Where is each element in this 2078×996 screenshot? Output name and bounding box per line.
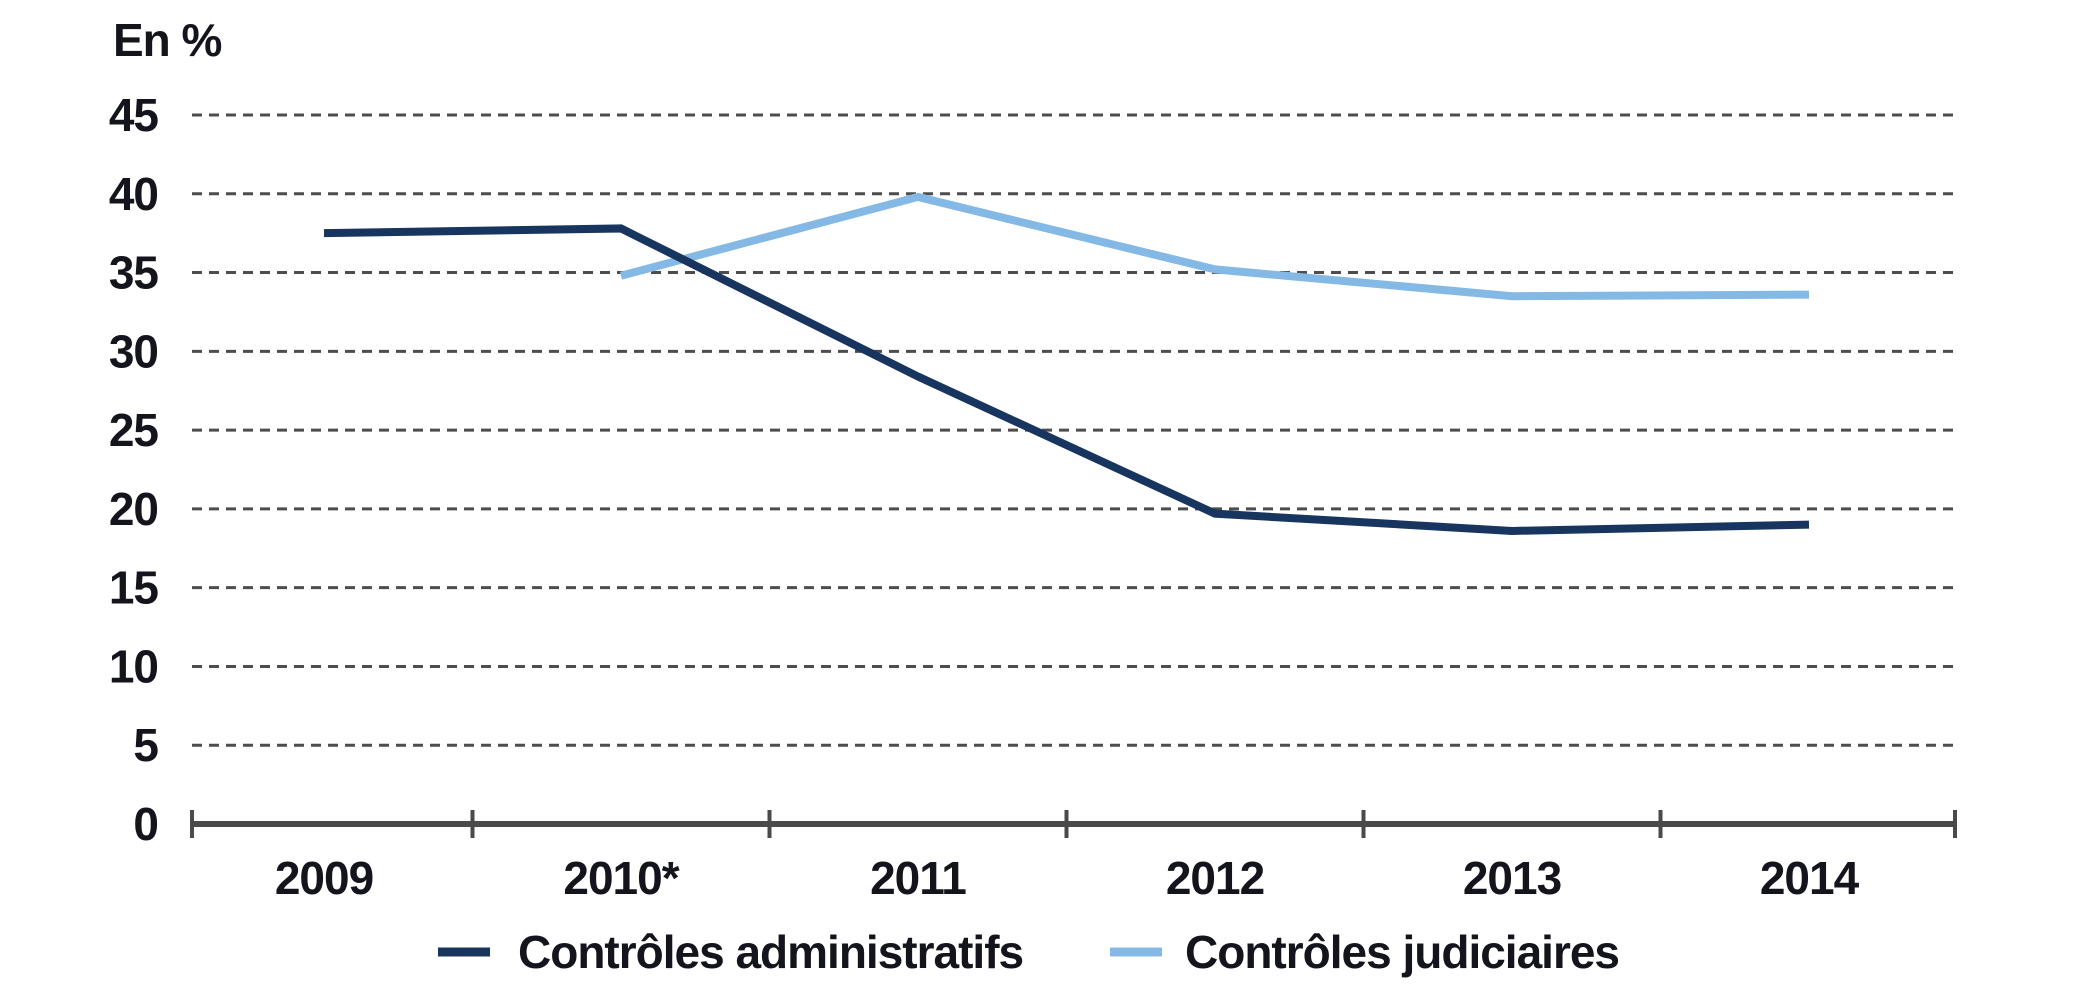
x-axis-tick-labels: 2009 2010* 2011 2012 2013 2014 bbox=[275, 852, 1861, 904]
y-axis-tick-labels: 0 5 10 15 20 25 30 35 40 45 bbox=[109, 89, 160, 850]
legend-marker-controles-administratifs bbox=[438, 947, 490, 957]
x-tick-label-2009: 2009 bbox=[275, 852, 373, 904]
x-tick-label-2012: 2012 bbox=[1166, 852, 1264, 904]
y-tick-label-35: 35 bbox=[109, 247, 159, 299]
gridlines bbox=[192, 113, 1955, 747]
y-axis-unit-label: En % bbox=[113, 14, 222, 66]
y-tick-label-40: 40 bbox=[109, 168, 158, 220]
series-lines bbox=[323, 192, 1810, 535]
y-tick-label-5: 5 bbox=[133, 719, 158, 771]
y-tick-label-25: 25 bbox=[109, 404, 159, 456]
legend: Contrôles administratifs Contrôles judici… bbox=[438, 926, 1620, 978]
y-tick-label-45: 45 bbox=[109, 89, 159, 141]
legend-item-controles-administratifs: Contrôles administratifs bbox=[438, 926, 1024, 978]
legend-item-controles-judiciaires: Contrôles judiciaires bbox=[1110, 926, 1620, 978]
legend-label-controles-judiciaires: Contrôles judiciaires bbox=[1185, 926, 1619, 978]
series-line-controles-judiciaires bbox=[619, 192, 1810, 301]
series-line-controles-administratifs bbox=[323, 224, 1810, 535]
x-axis bbox=[190, 810, 1957, 838]
legend-label-controles-administratifs: Contrôles administratifs bbox=[518, 926, 1023, 978]
y-tick-label-10: 10 bbox=[109, 640, 158, 692]
y-tick-label-15: 15 bbox=[109, 562, 159, 614]
legend-marker-controles-judiciaires bbox=[1110, 947, 1162, 957]
y-tick-label-20: 20 bbox=[109, 483, 158, 535]
y-tick-label-30: 30 bbox=[109, 325, 158, 377]
x-tick-label-2014: 2014 bbox=[1760, 852, 1860, 904]
x-tick-label-2011: 2011 bbox=[870, 852, 966, 904]
x-tick-label-2010-: 2010* bbox=[563, 852, 679, 904]
x-tick-label-2013: 2013 bbox=[1463, 852, 1561, 904]
y-tick-label-0: 0 bbox=[133, 798, 158, 850]
